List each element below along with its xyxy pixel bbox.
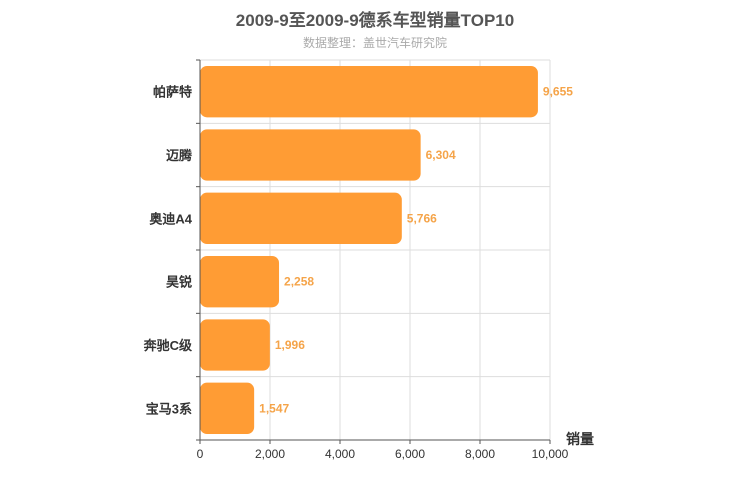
x-tick-label-1: 0 [197, 447, 204, 461]
bar-5 [200, 319, 270, 371]
category-label-5: 奔驰C级 [143, 338, 193, 353]
category-label-2: 迈腾 [166, 148, 193, 163]
value-label-2: 6,304 [426, 148, 456, 162]
category-label-3: 奥迪A4 [149, 211, 192, 226]
bar-6 [200, 382, 255, 434]
x-tick-label-5: 8,000 [465, 447, 495, 461]
value-label-6: 1,547 [259, 401, 289, 415]
value-label-1: 9,655 [543, 85, 573, 99]
category-label-1: 帕萨特 [153, 85, 192, 100]
x-tick-label-6: 10,000 [532, 447, 569, 461]
value-label-4: 2,258 [284, 275, 314, 289]
bar-layer: 9,655 6,304 5,766 2,258 1,996 1,547 [200, 66, 573, 434]
chart-title: 2009-9至2009-9德系车型销量TOP10 [235, 11, 515, 30]
x-tick-label-4: 6,000 [395, 447, 425, 461]
chart-subtitle: 数据整理：盖世汽车研究院 [302, 36, 447, 50]
x-axis-title: 销量 [566, 431, 594, 447]
bar-1 [200, 66, 538, 118]
bar-2 [200, 129, 421, 181]
bar-3 [200, 192, 402, 244]
x-tick-label-3: 4,000 [325, 447, 355, 461]
category-label-6: 宝马3系 [146, 401, 192, 416]
bar-4 [200, 256, 280, 308]
category-label-4: 昊锐 [166, 275, 192, 290]
value-label-5: 1,996 [275, 338, 305, 352]
grid-layer [200, 59, 551, 441]
x-tick-label-2: 2,000 [255, 447, 285, 461]
value-label-3: 5,766 [407, 211, 437, 225]
